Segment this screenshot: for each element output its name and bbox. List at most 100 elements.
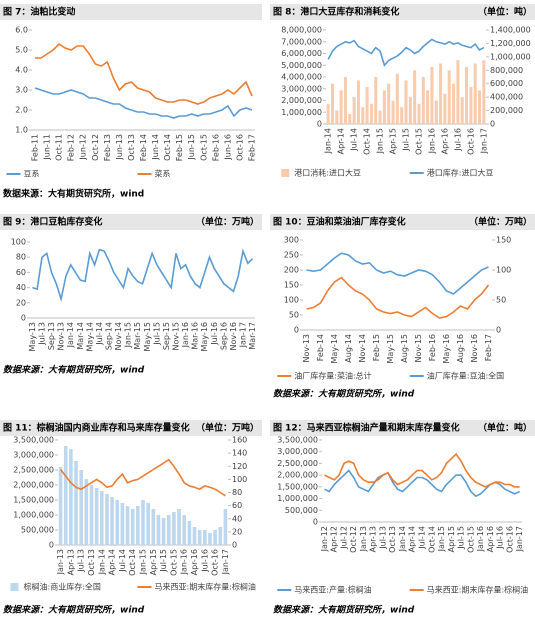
x-tick-label: Feb-16 <box>428 334 437 361</box>
line-series <box>59 458 226 497</box>
x-tick-label: Oct-14 <box>363 128 372 155</box>
bar <box>326 103 330 124</box>
bar <box>166 515 171 545</box>
chart-title: 图 7：油粕比变动 <box>3 6 75 18</box>
y-tick-label: 100 <box>284 296 299 305</box>
bar <box>125 506 130 545</box>
line-series <box>35 42 253 105</box>
x-tick-label: Sep-14 <box>104 322 113 350</box>
x-tick-label: Sep-13 <box>47 322 56 350</box>
y2-tick-label: 100 <box>496 266 511 275</box>
bar <box>378 110 382 124</box>
chart-unit: （单位：万吨） <box>196 422 259 434</box>
bar <box>172 512 176 545</box>
legend-label: 港口库存:进口大豆 <box>427 168 494 178</box>
x-tick-label: Oct-14 <box>163 134 172 161</box>
x-tick-label: Jul-12 <box>339 526 348 550</box>
x-tick-label: Jul-16 <box>496 526 505 550</box>
source-note: 数据来源：大有期货研究所，wind <box>273 389 415 400</box>
bar <box>482 60 486 124</box>
legend-label: 马来西亚:产量:棕榈油 <box>294 585 371 595</box>
x-tick-label: Nov-14 <box>358 334 367 362</box>
x-tick-label: Jul-16 <box>200 549 209 573</box>
x-tick-label: Apr-16 <box>440 128 449 154</box>
x-tick-label: Jan-14 <box>398 526 407 552</box>
y-tick-label: 0 <box>294 326 299 335</box>
y-tick-label: 1,500,000 <box>13 496 54 505</box>
x-tick-label: Jan-16 <box>476 526 485 552</box>
x-tick-label: Nov-16 <box>229 322 238 350</box>
source-note: 数据来源：大有期货研究所，wind <box>3 605 145 616</box>
bar <box>417 103 421 124</box>
x-tick-label: Apr-14 <box>408 526 417 552</box>
source-note: 数据来源：大有期货研究所，wind <box>273 605 415 616</box>
chart-title: 图 8：港口大豆库存和消耗变化 <box>273 6 399 18</box>
bar <box>177 509 181 545</box>
x-tick-label: Jul-13 <box>77 549 86 573</box>
y2-tick-label: 50 <box>496 296 506 305</box>
chart-unit: （单位：吨） <box>478 422 532 434</box>
x-tick-label: Feb-11 <box>31 134 40 161</box>
x-tick-label: May-16 <box>200 322 209 351</box>
x-tick-label: Oct-16 <box>235 134 244 161</box>
x-tick-label: Jul-15 <box>152 322 161 346</box>
bar <box>192 527 197 545</box>
x-tick-label: May-14 <box>330 334 339 363</box>
x-tick-label: Jul-14 <box>418 526 427 550</box>
x-tick-label: Nov-13 <box>302 334 311 362</box>
x-tick-label: Jan-15 <box>376 128 385 154</box>
y-tick-label: 100 <box>11 238 26 247</box>
y2-tick-label: 80 <box>232 488 242 497</box>
bar <box>79 470 83 545</box>
x-tick-label: Oct-15 <box>199 134 208 161</box>
x-tick-label: Oct-13 <box>388 526 397 553</box>
x-tick-label: Feb-15 <box>372 334 381 361</box>
x-tick-label: May-16 <box>442 334 451 363</box>
y-tick-label: 3.0 <box>15 86 28 95</box>
bar <box>469 87 473 124</box>
bar <box>352 97 356 124</box>
x-tick-label: Nov-14 <box>114 322 123 350</box>
x-tick-label: Nov-15 <box>172 322 181 350</box>
bar <box>84 479 89 545</box>
x-tick-label: Feb-16 <box>211 134 220 161</box>
x-tick-label: Jul-14 <box>350 128 359 152</box>
chart-unit: （单位：吨） <box>478 6 532 18</box>
line-series <box>324 452 520 488</box>
x-tick-label: Apr-14 <box>108 549 117 575</box>
bar <box>374 77 378 124</box>
x-tick-label: May-15 <box>386 334 395 363</box>
x-tick-label: Mar-15 <box>133 322 142 350</box>
title-bar <box>0 4 262 20</box>
title-bar <box>0 420 262 436</box>
y2-tick-label: 1,000,000 <box>490 52 531 61</box>
x-tick-label: Feb-13 <box>103 134 112 161</box>
y2-tick-label: 400,000 <box>490 93 523 102</box>
legend-label: 港口消耗:进口大豆 <box>294 168 361 178</box>
y2-tick-label: 0 <box>496 326 501 335</box>
bar <box>182 515 187 545</box>
y-tick-label: 150 <box>284 281 299 290</box>
bar <box>365 87 369 124</box>
bar <box>120 503 125 545</box>
y2-tick-label: 800,000 <box>490 66 523 75</box>
bar <box>473 63 477 124</box>
y-tick-label: 500,000 <box>285 506 318 515</box>
bar <box>130 509 135 545</box>
y-tick-label: 4.0 <box>15 66 28 75</box>
x-tick-label: Apr-16 <box>190 549 199 575</box>
x-tick-label: Jun-16 <box>223 134 232 161</box>
line-series <box>306 276 490 319</box>
y-tick-label: 3,000,000 <box>281 84 322 93</box>
line-series <box>32 248 254 303</box>
x-tick-label: Jul-13 <box>378 526 387 550</box>
y-tick-label: 2,000,000 <box>281 96 322 105</box>
x-tick-label: Mar-14 <box>76 322 85 350</box>
y-tick-label: 8,000,000 <box>281 26 322 35</box>
bar <box>335 110 339 124</box>
bar <box>94 488 99 545</box>
y2-tick-label: 60 <box>232 501 242 510</box>
x-tick-label: Jan-17 <box>221 549 230 575</box>
legend-label: 棕榈油:商业库存:全国 <box>24 582 101 592</box>
x-tick-label: Oct-14 <box>128 549 137 576</box>
